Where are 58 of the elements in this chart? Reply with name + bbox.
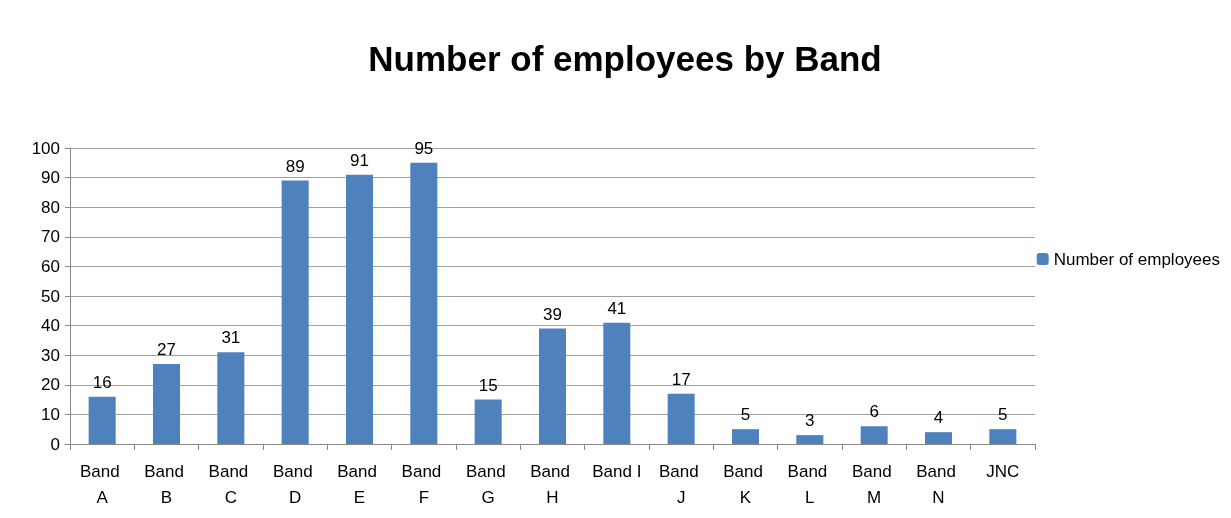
x-tick-label: Band E <box>337 461 382 507</box>
bar <box>989 429 1017 444</box>
bar <box>860 426 888 444</box>
x-tick-label: Band D <box>272 461 318 507</box>
x-tick-label: Band C <box>208 461 254 507</box>
data-label: 5 <box>998 405 1008 425</box>
data-label: 15 <box>478 375 498 395</box>
bar <box>345 174 374 444</box>
x-tick-label: Band F <box>401 461 447 507</box>
data-label: 5 <box>740 405 751 425</box>
data-label: 17 <box>671 369 691 389</box>
bar <box>603 322 631 444</box>
data-label: 6 <box>869 402 879 422</box>
bar <box>410 162 438 444</box>
y-tick-label: 20 <box>41 375 60 395</box>
data-label: 95 <box>414 138 434 158</box>
x-tick-label: Band J <box>658 461 704 507</box>
legend-label: Number of employees <box>1053 249 1221 269</box>
data-label: 3 <box>805 411 815 431</box>
y-tick-label: 80 <box>41 197 60 217</box>
y-tick-label: 50 <box>41 286 60 306</box>
data-label: 27 <box>157 340 176 360</box>
bar <box>796 435 824 444</box>
y-tick-label: 90 <box>41 168 60 188</box>
x-tick-label: Band H <box>530 461 575 507</box>
data-label: 4 <box>933 408 944 428</box>
y-tick-label: 0 <box>50 434 60 454</box>
data-label: 89 <box>285 156 305 176</box>
x-tick-label: JNC <box>986 461 1020 481</box>
y-tick-label: 60 <box>41 256 60 276</box>
y-tick-label: 40 <box>41 316 60 336</box>
bar <box>731 429 760 444</box>
bar <box>667 393 695 444</box>
y-tick-label: 30 <box>41 345 60 365</box>
bar <box>924 432 953 444</box>
chart-title: Number of employees by Band <box>368 39 882 78</box>
data-label: 41 <box>607 298 627 318</box>
x-tick-label: Band A <box>79 461 125 507</box>
x-tick-label: Band M <box>851 461 897 507</box>
y-tick-label: 100 <box>31 138 60 158</box>
data-label: 16 <box>92 372 112 392</box>
y-tick-label: 70 <box>41 227 60 247</box>
data-label: 91 <box>350 150 369 170</box>
x-tick-label: Band I <box>592 461 642 481</box>
y-tick-label: 10 <box>41 404 60 424</box>
bar <box>217 352 245 444</box>
data-label: 39 <box>543 304 562 324</box>
x-tick-label: Band L <box>787 461 833 507</box>
x-tick-label: Band K <box>723 461 768 507</box>
bar <box>88 396 116 444</box>
x-tick-label: Band G <box>465 461 511 507</box>
bar <box>538 328 567 444</box>
bar <box>152 364 181 444</box>
bar <box>281 180 309 444</box>
data-label: 31 <box>221 328 241 348</box>
x-tick-label: Band B <box>144 461 189 507</box>
bar <box>474 399 502 444</box>
x-tick-label: Band N <box>916 461 961 507</box>
